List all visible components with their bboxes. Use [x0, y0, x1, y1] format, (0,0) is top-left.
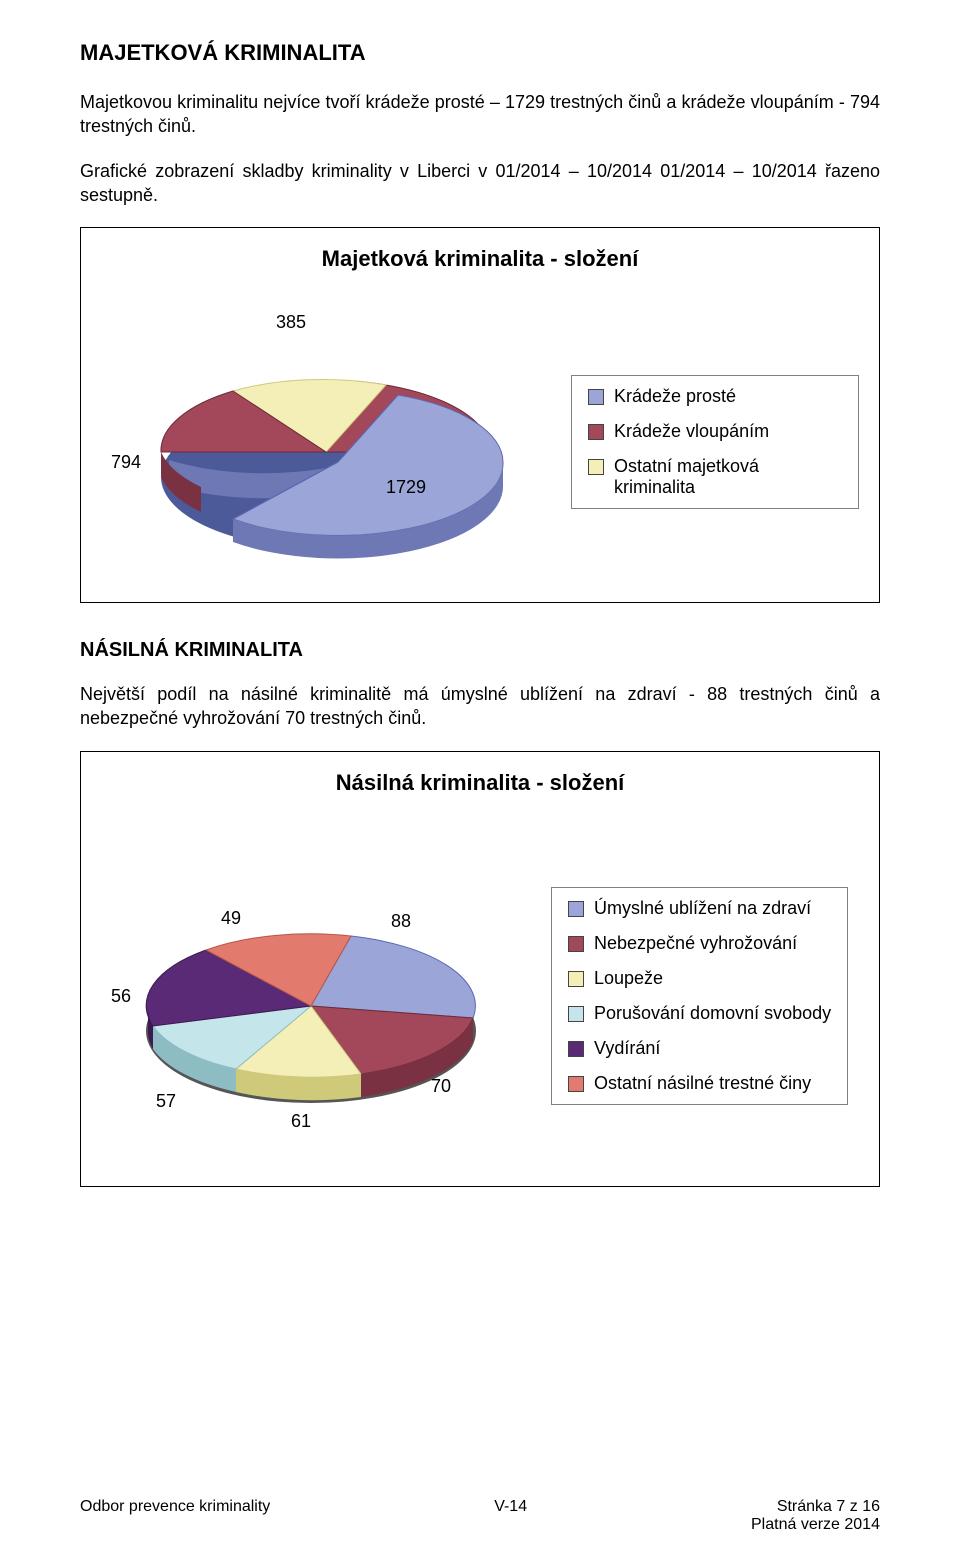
pie-majetkova-svg [101, 312, 531, 572]
chart-majetkova-box: Majetková kriminalita - složení [80, 227, 880, 603]
legend-label: Nebezpečné vyhrožování [594, 933, 797, 954]
footer-left: Odbor prevence kriminality [80, 1498, 270, 1534]
footer-right: Stránka 7 z 16 Platná verze 2014 [751, 1498, 880, 1534]
swatch-icon [588, 389, 604, 405]
heading-majetkova: MAJETKOVÁ KRIMINALITA [80, 40, 880, 66]
chart-majetkova-body: 385 794 1729 Krádeže prosté Krádeže vlou… [101, 312, 859, 572]
legend-label: Krádeže prosté [614, 386, 736, 407]
legend-label: Porušování domovní svobody [594, 1003, 831, 1024]
legend-item: Porušování domovní svobody [568, 1003, 831, 1024]
pie2-label-88: 88 [391, 911, 411, 932]
pie2-label-57: 57 [156, 1091, 176, 1112]
legend-label: Krádeže vloupáním [614, 421, 769, 442]
legend-item: Krádeže vloupáním [588, 421, 842, 442]
swatch-icon [588, 459, 604, 475]
pie2-label-70: 70 [431, 1076, 451, 1097]
footer-version: Platná verze 2014 [751, 1516, 880, 1533]
para-majetkova-1: Majetkovou kriminalitu nejvíce tvoří krá… [80, 90, 880, 139]
swatch-icon [568, 971, 584, 987]
legend-item: Úmyslné ublížení na zdraví [568, 898, 831, 919]
legend-label: Vydírání [594, 1038, 660, 1059]
legend-item: Ostatní majetková kriminalita [588, 456, 842, 498]
swatch-icon [588, 424, 604, 440]
page-footer: Odbor prevence kriminality V-14 Stránka … [80, 1498, 880, 1534]
page: MAJETKOVÁ KRIMINALITA Majetkovou krimina… [0, 0, 960, 1564]
swatch-icon [568, 1076, 584, 1092]
legend-item: Loupeže [568, 968, 831, 989]
pie1-label-794: 794 [111, 452, 141, 473]
legend-label: Úmyslné ublížení na zdraví [594, 898, 811, 919]
chart-nasilna-plot: 88 70 61 57 56 49 [101, 836, 511, 1156]
heading-nasilna: NÁSILNÁ KRIMINALITA [80, 639, 880, 662]
swatch-icon [568, 936, 584, 952]
swatch-icon [568, 1041, 584, 1057]
pie1-label-385: 385 [276, 312, 306, 333]
chart-nasilna-body: 88 70 61 57 56 49 Úmyslné ublížení na zd… [101, 836, 859, 1156]
chart-majetkova-plot: 385 794 1729 [101, 312, 531, 572]
legend-item: Vydírání [568, 1038, 831, 1059]
legend-item: Nebezpečné vyhrožování [568, 933, 831, 954]
chart-majetkova-title: Majetková kriminalita - složení [101, 246, 859, 272]
pie1-label-1729: 1729 [386, 477, 426, 498]
chart-nasilna-box: Násilná kriminalita - složení [80, 751, 880, 1187]
swatch-icon [568, 1006, 584, 1022]
legend-item: Ostatní násilné trestné činy [568, 1073, 831, 1094]
footer-page: Stránka 7 z 16 [777, 1498, 880, 1515]
para-majetkova-2: Grafické zobrazení skladby kriminality v… [80, 159, 880, 208]
legend-label: Ostatní majetková kriminalita [614, 456, 842, 498]
footer-center: V-14 [494, 1498, 527, 1534]
chart-nasilna-title: Násilná kriminalita - složení [101, 770, 859, 796]
pie2-label-49: 49 [221, 908, 241, 929]
para-nasilna: Největší podíl na násilné kriminalitě má… [80, 682, 880, 731]
chart-majetkova-legend: Krádeže prosté Krádeže vloupáním Ostatní… [571, 375, 859, 509]
legend-label: Loupeže [594, 968, 663, 989]
chart-nasilna-legend: Úmyslné ublížení na zdraví Nebezpečné vy… [551, 887, 848, 1105]
legend-label: Ostatní násilné trestné činy [594, 1073, 811, 1094]
pie2-label-61: 61 [291, 1111, 311, 1132]
pie2-label-56: 56 [111, 986, 131, 1007]
legend-item: Krádeže prosté [588, 386, 842, 407]
swatch-icon [568, 901, 584, 917]
